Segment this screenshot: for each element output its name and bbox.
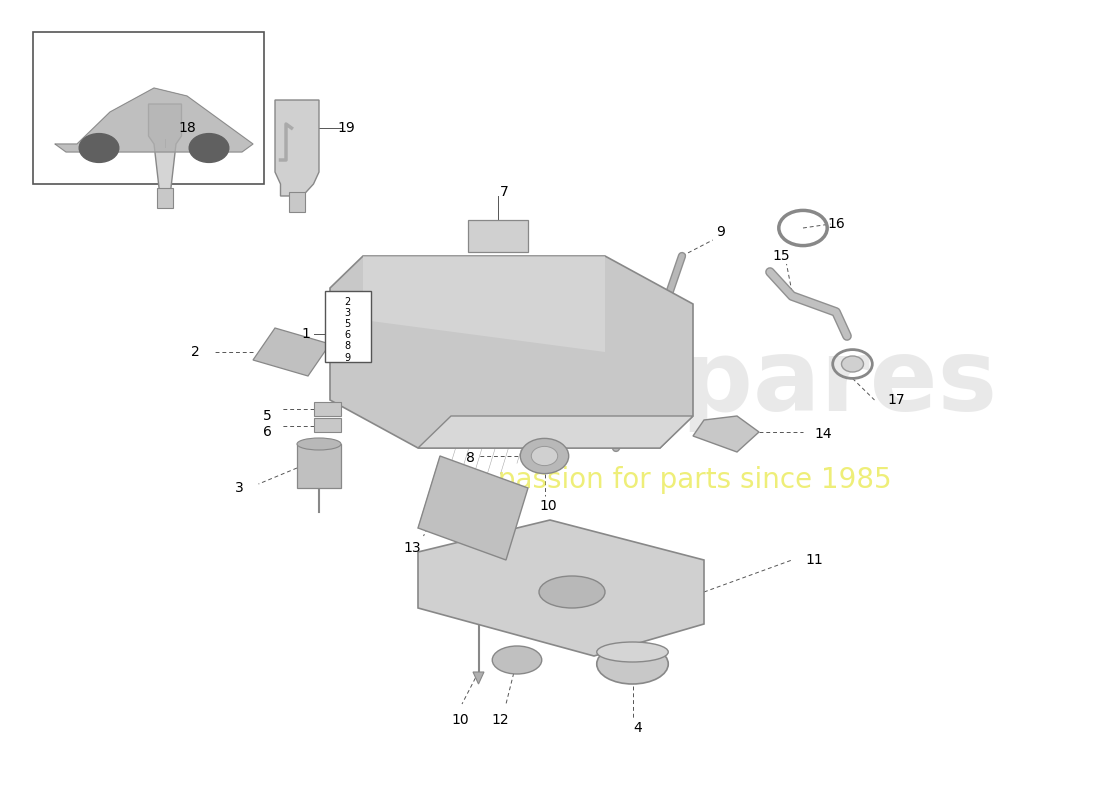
Bar bbox=[314, 402, 341, 416]
Polygon shape bbox=[363, 256, 605, 352]
Ellipse shape bbox=[539, 576, 605, 608]
Polygon shape bbox=[418, 520, 704, 656]
Polygon shape bbox=[418, 416, 693, 448]
Text: 8: 8 bbox=[466, 451, 475, 466]
Text: 6: 6 bbox=[344, 330, 351, 340]
Text: 15: 15 bbox=[772, 249, 790, 263]
Text: 19: 19 bbox=[338, 121, 355, 135]
Text: 10: 10 bbox=[539, 498, 557, 513]
Text: 11: 11 bbox=[805, 553, 823, 567]
Text: 2: 2 bbox=[344, 297, 351, 306]
Text: 5: 5 bbox=[263, 409, 272, 423]
Text: 17: 17 bbox=[888, 393, 905, 407]
Text: 9: 9 bbox=[716, 225, 725, 239]
Text: 7: 7 bbox=[499, 185, 508, 199]
Bar bbox=[297, 444, 341, 488]
Circle shape bbox=[531, 446, 558, 466]
Text: 6: 6 bbox=[263, 425, 272, 439]
Bar bbox=[468, 220, 528, 252]
Ellipse shape bbox=[596, 644, 669, 684]
Ellipse shape bbox=[493, 646, 541, 674]
Text: 5: 5 bbox=[344, 319, 351, 329]
Circle shape bbox=[79, 134, 119, 162]
Text: 4: 4 bbox=[634, 721, 642, 735]
Text: 16: 16 bbox=[827, 217, 845, 231]
Text: 8: 8 bbox=[344, 342, 351, 351]
Ellipse shape bbox=[297, 438, 341, 450]
Text: 14: 14 bbox=[814, 426, 832, 441]
Bar bbox=[314, 418, 341, 432]
Polygon shape bbox=[55, 88, 253, 152]
Bar bbox=[289, 192, 305, 212]
Ellipse shape bbox=[596, 642, 669, 662]
Text: 3: 3 bbox=[344, 308, 351, 318]
Text: 18: 18 bbox=[178, 121, 196, 135]
Circle shape bbox=[189, 134, 229, 162]
Polygon shape bbox=[418, 456, 528, 560]
Text: eurospares: eurospares bbox=[366, 335, 998, 433]
Text: 1: 1 bbox=[301, 327, 310, 342]
Text: 3: 3 bbox=[235, 481, 244, 495]
Polygon shape bbox=[473, 672, 484, 684]
Polygon shape bbox=[253, 328, 330, 376]
Text: a passion for parts since 1985: a passion for parts since 1985 bbox=[472, 466, 892, 494]
Bar bbox=[324, 291, 371, 362]
Polygon shape bbox=[693, 416, 759, 452]
Bar bbox=[157, 188, 173, 208]
Polygon shape bbox=[148, 104, 182, 192]
Text: 13: 13 bbox=[404, 541, 421, 555]
Circle shape bbox=[842, 356, 864, 372]
Text: 10: 10 bbox=[451, 713, 469, 727]
Circle shape bbox=[520, 438, 569, 474]
Text: 12: 12 bbox=[492, 713, 509, 727]
Polygon shape bbox=[275, 100, 319, 196]
Text: |: | bbox=[164, 139, 166, 149]
Bar bbox=[33, 32, 264, 184]
Text: 9: 9 bbox=[344, 353, 351, 362]
Text: 2: 2 bbox=[191, 345, 200, 359]
Polygon shape bbox=[330, 256, 693, 448]
